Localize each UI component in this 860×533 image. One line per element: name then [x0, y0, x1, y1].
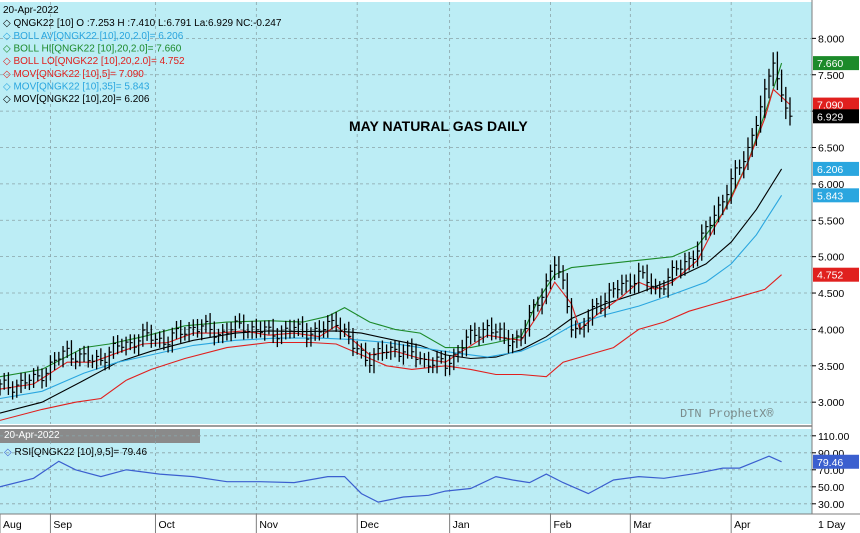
rsi-tick-label: 110.00 [818, 431, 849, 443]
month-label: Mar [633, 519, 652, 531]
price-tick-label: 5.500 [818, 215, 844, 227]
rsi-legend-icon: ◇ [4, 447, 14, 458]
price-value-badge [813, 161, 859, 176]
price-value-badge [813, 267, 859, 282]
legend-text: MOV[QNGK22 [10],35]= 5.843 [13, 81, 149, 92]
legend-text: BOLL AV[QNGK22 [10],20,2.0]= 6.206 [13, 31, 183, 42]
price-value-badge [813, 56, 859, 71]
price-value-badge-text: 5.843 [817, 190, 843, 202]
price-tick-label: 3.000 [818, 397, 844, 409]
rsi-tick-label: 50.00 [818, 482, 844, 494]
legend-diamond-icon: ◇ [3, 94, 13, 105]
legend: 20-Apr-2022 ◇ QNGK22 [10] O :7.253 H :7.… [3, 5, 282, 105]
price-tick-label: 3.500 [818, 361, 844, 373]
month-label: Feb [553, 519, 571, 531]
legend-item: ◇ MOV[QNGK22 [10],35]= 5.843 [3, 81, 150, 92]
y-axis-area [812, 0, 860, 533]
price-tick-label: 6.000 [818, 179, 844, 191]
legend-diamond-icon: ◇ [3, 44, 13, 55]
legend-text: BOLL HI[QNGK22 [10],20,2.0]= 7.660 [13, 44, 181, 55]
price-tick-label: 8.000 [818, 33, 844, 45]
legend-item: ◇ BOLL AV[QNGK22 [10],20,2.0]= 6.206 [3, 31, 184, 42]
series-line [0, 168, 783, 414]
legend-text: MOV[QNGK22 [10],20]= 6.206 [13, 94, 149, 105]
watermark: DTN ProphetX® [680, 407, 774, 421]
legend-text: MOV[QNGK22 [10],5]= 7.090 [13, 69, 144, 80]
legend-item: ◇ MOV[QNGK22 [10],5]= 7.090 [3, 69, 144, 80]
period-label: 1 Day [818, 519, 846, 531]
chart-title: MAY NATURAL GAS DAILY [349, 118, 528, 134]
price-tick-label: 4.500 [818, 288, 844, 300]
series-line [0, 195, 783, 400]
month-label: Nov [259, 519, 278, 531]
rsi-header-bar [0, 429, 200, 443]
legend-diamond-icon: ◇ [3, 81, 13, 92]
price-value-badge-text: 6.929 [817, 111, 843, 123]
price-tick-label: 6.500 [818, 143, 844, 155]
price-panel [0, 2, 812, 424]
price-value-badge-text: 7.660 [817, 58, 843, 70]
rsi-label: ◇ RSI[QNGK22 [10],9,5]= 79.46 [4, 447, 147, 458]
rsi-header-date: 20-Apr-2022 [4, 430, 60, 441]
price-value-badge-text: 6.206 [817, 164, 843, 176]
rsi-line-group [0, 455, 782, 503]
month-label: Sep [53, 519, 72, 531]
legend-items: ◇ BOLL AV[QNGK22 [10],20,2.0]= 6.206◇ BO… [3, 31, 185, 105]
rsi-gridlines [0, 429, 812, 514]
month-label: Apr [734, 519, 751, 531]
month-label: Aug [3, 519, 22, 531]
legend-item: ◇ BOLL HI[QNGK22 [10],20,2.0]= 7.660 [3, 44, 182, 55]
legend-diamond-icon: ◇ [3, 31, 13, 42]
month-label: Dec [360, 519, 379, 531]
rsi-panel [0, 425, 860, 514]
price-gridlines [0, 2, 812, 424]
header-quote: ◇ QNGK22 [10] O :7.253 H :7.410 L:6.791 … [3, 18, 282, 29]
price-tick-label: 4.000 [818, 324, 844, 336]
month-label: Jan [453, 519, 470, 531]
month-label: Oct [158, 519, 174, 531]
price-tick-label: 7.500 [818, 70, 844, 82]
legend-diamond-icon: ◇ [3, 56, 13, 67]
header-date: 20-Apr-2022 [3, 5, 59, 16]
quote-text: QNGK22 [10] O :7.253 H :7.410 L:6.791 La… [13, 18, 281, 29]
price-value-badge [813, 109, 859, 124]
price-value-badge [813, 188, 859, 203]
price-bars [0, 51, 793, 400]
price-value-badge-text: 7.090 [817, 100, 843, 112]
price-value-badge-text: 4.752 [817, 270, 843, 282]
legend-diamond-icon: ◇ [3, 69, 13, 80]
price-plot-area [0, 2, 812, 424]
rsi-tick-label: 30.00 [818, 499, 844, 511]
price-tick-label: 5.000 [818, 252, 844, 264]
rsi-line [0, 455, 782, 503]
price-value-badge [813, 97, 859, 112]
rsi-value-badge-text: 79.46 [817, 457, 843, 469]
rsi-value-badge [813, 454, 859, 469]
series-line [0, 62, 783, 378]
legend-item: ◇ MOV[QNGK22 [10],20]= 6.206 [3, 94, 150, 105]
legend-text: BOLL LO[QNGK22 [10],20,2.0]= 4.752 [13, 56, 185, 67]
legend-marker-icon: ◇ [3, 18, 13, 29]
rsi-label-text: RSI[QNGK22 [10],9,5]= 79.46 [14, 447, 147, 458]
x-axis-area [0, 514, 860, 533]
legend-item: ◇ BOLL LO[QNGK22 [10],20,2.0]= 4.752 [3, 56, 185, 67]
